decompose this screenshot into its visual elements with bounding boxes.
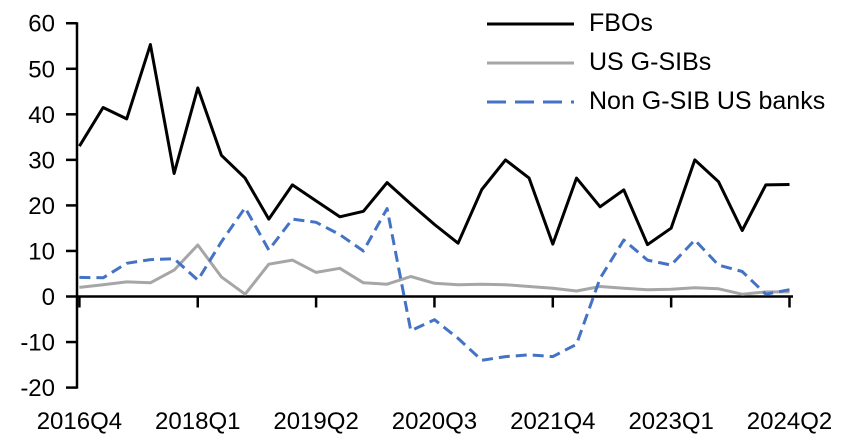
- y-tick-label: 60: [28, 11, 55, 38]
- y-tick-label: 50: [28, 56, 55, 83]
- legend-item-non-gsib-us-banks: Non G-SIB US banks: [487, 82, 825, 121]
- legend-label-fbos: FBOs: [589, 9, 653, 37]
- y-tick-label: -10: [20, 330, 55, 357]
- x-tick-label: 2024Q2: [747, 408, 832, 435]
- legend-item-fbos: FBOs: [487, 4, 825, 43]
- x-tick-label: 2021Q4: [510, 408, 595, 435]
- x-tick-label: 2023Q1: [628, 408, 713, 435]
- series-line-fbos: [78, 43, 790, 247]
- legend-line-sample-us-gsibs: [487, 61, 574, 64]
- series-line-us-g-sibs: [79, 243, 790, 296]
- legend-line-sample-non-gsib: [487, 100, 574, 103]
- legend-line-sample-fbos: [487, 22, 574, 25]
- legend-label-us-gsibs: US G-SIBs: [589, 48, 712, 76]
- y-tick-label: 40: [28, 102, 55, 129]
- x-tick-label: 2020Q3: [392, 408, 477, 435]
- series-line-non-g-sib-us-banks: [79, 206, 790, 362]
- x-tick-label: 2019Q2: [273, 408, 358, 435]
- x-tick-label: 2018Q1: [155, 408, 240, 435]
- legend-item-us-gsibs: US G-SIBs: [487, 43, 825, 82]
- y-tick-label: 0: [42, 284, 55, 311]
- legend: FBOs US G-SIBs Non G-SIB US banks: [487, 4, 825, 121]
- y-tick-label: -20: [20, 375, 55, 402]
- y-tick-label: 20: [28, 193, 55, 220]
- y-tick-label: 30: [28, 147, 55, 174]
- x-tick-label: 2016Q4: [37, 408, 122, 435]
- y-tick-label: 10: [28, 238, 55, 265]
- legend-label-non-gsib: Non G-SIB US banks: [589, 87, 826, 115]
